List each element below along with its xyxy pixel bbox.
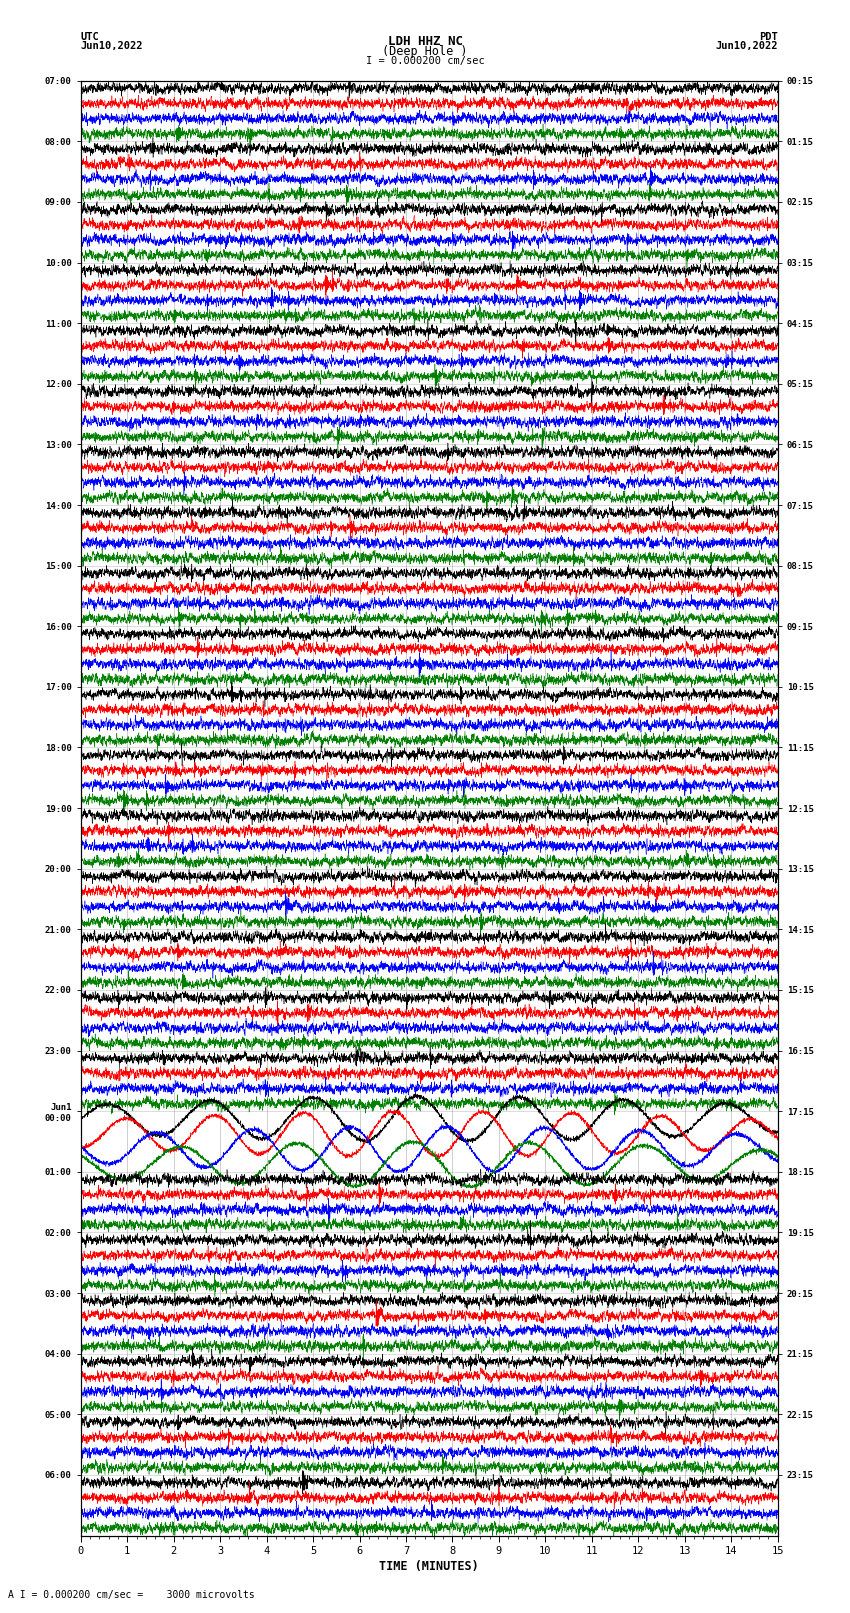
Text: PDT: PDT bbox=[759, 32, 778, 42]
Text: (Deep Hole ): (Deep Hole ) bbox=[382, 45, 468, 58]
Text: Jun10,2022: Jun10,2022 bbox=[81, 40, 144, 52]
X-axis label: TIME (MINUTES): TIME (MINUTES) bbox=[379, 1560, 479, 1573]
Text: A I = 0.000200 cm/sec =    3000 microvolts: A I = 0.000200 cm/sec = 3000 microvolts bbox=[8, 1590, 255, 1600]
Text: Jun10,2022: Jun10,2022 bbox=[715, 40, 778, 52]
Text: I = 0.000200 cm/sec: I = 0.000200 cm/sec bbox=[366, 56, 484, 66]
Text: LDH HHZ NC: LDH HHZ NC bbox=[388, 35, 462, 48]
Text: UTC: UTC bbox=[81, 32, 99, 42]
